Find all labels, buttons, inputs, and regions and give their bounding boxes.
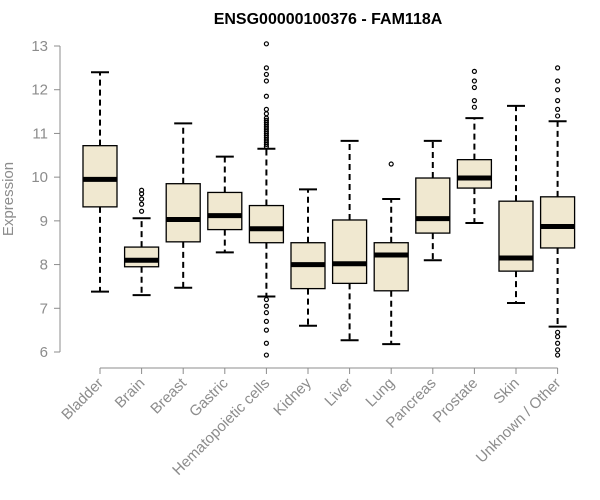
y-tick-label: 10 (31, 169, 48, 186)
box-prostate (456, 68, 493, 225)
x-tick-label: Bladder (58, 375, 107, 424)
outlier-point (139, 187, 145, 193)
iqr-box (456, 159, 493, 189)
outlier-point (263, 106, 269, 112)
x-tick-label: Liver (321, 375, 356, 410)
iqr-box (82, 145, 118, 208)
outlier-point (554, 65, 561, 71)
x-tick-label: Breast (147, 374, 190, 417)
outlier-point (263, 352, 269, 358)
iqr-box (373, 242, 409, 292)
outlier-point (263, 340, 269, 346)
box-kidney (290, 188, 326, 327)
box-lung (373, 161, 409, 346)
x-tick-label: Kidney (270, 374, 315, 419)
outlier-point (471, 84, 477, 91)
chart-title: ENSG00000100376 - FAM118A (214, 11, 443, 28)
y-axis: 6 7 8 9 10 11 12 13 (31, 38, 61, 361)
iqr-box (165, 183, 201, 243)
y-tick-label: 11 (32, 125, 48, 142)
iqr-box (415, 177, 451, 234)
y-tick-label: 8 (40, 257, 48, 274)
y-axis-label: Expression (0, 162, 17, 236)
x-tick-label: Skin (490, 375, 523, 408)
outlier-point (263, 41, 269, 47)
boxes-layer (82, 41, 576, 358)
box-breast (165, 122, 201, 289)
y-tick-label: 9 (40, 213, 48, 230)
x-tick-label: Brain (112, 375, 149, 412)
box-bladder (82, 71, 118, 293)
outlier-point (263, 310, 269, 316)
box-unknown-other (539, 65, 576, 358)
outlier-point (554, 113, 561, 119)
iqr-box (123, 246, 160, 268)
box-liver (331, 139, 368, 342)
outlier-point (471, 104, 477, 110)
outlier-point (263, 111, 269, 117)
y-tick-label: 13 (31, 38, 48, 55)
outlier-point (263, 71, 269, 78)
box-skin (498, 104, 534, 305)
outlier-point (263, 318, 269, 324)
x-tick-label: Lung (362, 375, 398, 411)
iqr-box (331, 219, 368, 285)
y-tick-label: 7 (40, 300, 48, 317)
outlier-point (554, 352, 561, 358)
outlier-point (471, 68, 477, 74)
outlier-point (471, 98, 477, 104)
outlier-point (139, 196, 145, 202)
outlier-point (263, 65, 269, 71)
y-tick-label: 12 (31, 82, 48, 99)
box-brain (123, 187, 160, 297)
outlier-point (554, 78, 561, 84)
outlier-point (554, 87, 561, 93)
iqr-box (539, 196, 576, 249)
outlier-point (139, 208, 145, 214)
iqr-box (207, 191, 243, 231)
outlier-point (554, 98, 561, 104)
outlier-point (554, 347, 561, 353)
outlier-point (263, 303, 269, 309)
box-gastric (207, 155, 243, 254)
outlier-point (471, 78, 477, 84)
outlier-point (554, 340, 561, 346)
box-pancreas (415, 139, 451, 262)
outlier-point (263, 117, 269, 123)
outlier-point (263, 327, 269, 333)
box-hematopoietic-cells (248, 41, 285, 358)
outlier-point (554, 334, 561, 340)
outlier-point (263, 78, 269, 84)
outlier-point (554, 329, 561, 335)
iqr-box (248, 204, 285, 244)
y-tick-label: 6 (40, 344, 48, 361)
outlier-point (139, 201, 145, 207)
outlier-point (263, 296, 269, 303)
outlier-point (554, 106, 561, 112)
outlier-point (263, 93, 269, 99)
iqr-box (498, 200, 534, 272)
outlier-point (388, 161, 394, 167)
x-tick-label: Prostate (430, 375, 482, 427)
